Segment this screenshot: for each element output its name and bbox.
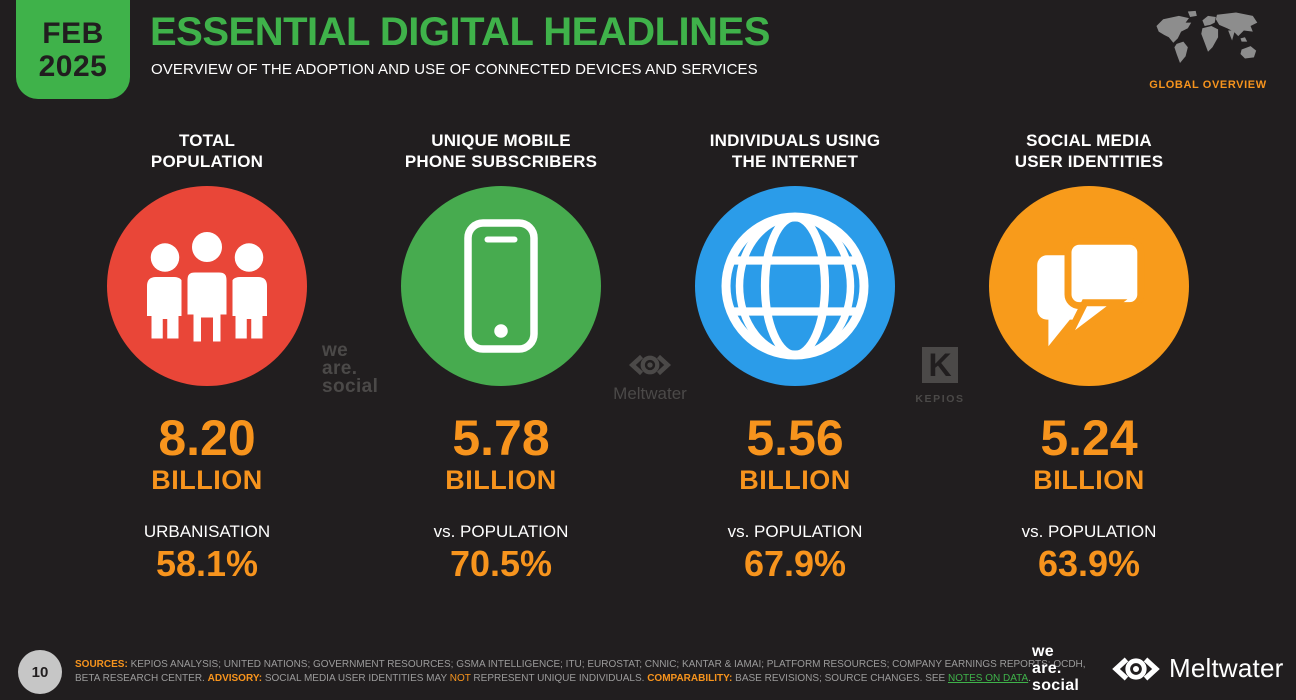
sources-line-2: BETA RESEARCH CENTER. ADVISORY: SOCIAL M… [75,672,1031,684]
metric-mobile-subscribers: UNIQUE MOBILE PHONE SUBSCRIBERS 5.78 BIL… [354,130,648,586]
metric-circle [695,186,895,386]
metric-sub-value: 67.9% [743,543,847,584]
sources-line-1: SOURCES: KEPIOS ANALYSIS; UNITED NATIONS… [75,659,1086,670]
kepios-watermark-label: KEPIOS [915,393,965,405]
sources-note: SOURCES: KEPIOS ANALYSIS; UNITED NATIONS… [75,658,1086,685]
metric-sub-label: vs. POPULATION [727,522,863,541]
mobile-phone-icon [464,219,538,353]
date-year: 2025 [38,49,108,83]
metric-circle [401,186,601,386]
metric-sub-label: vs. POPULATION [433,522,569,541]
globe-icon [721,212,869,360]
region-label: GLOBAL OVERVIEW [1149,79,1267,91]
metric-value: 8.20 [158,410,256,466]
metric-internet-users: INDIVIDUALS USING THE INTERNET 5.56 BILL… [648,130,942,586]
metric-unit: BILLION [739,465,851,495]
not-emphasis: NOT [449,672,471,684]
we-are-social-watermark: we are. social [322,340,379,397]
meltwater-logo-icon [628,354,672,376]
we-are-social-logo: we are. social [1032,643,1080,694]
metric-label: TOTAL POPULATION [150,131,264,171]
date-month: FEB [42,16,104,50]
metric-unit: BILLION [445,465,557,495]
metric-sub-value: 70.5% [449,543,553,584]
metric-label: UNIQUE MOBILE PHONE SUBSCRIBERS [404,131,598,171]
metric-value: 5.56 [746,410,844,466]
metric-total-population: TOTAL POPULATION 8.20 BILLION URBANISATI… [60,130,354,586]
page-number-badge: 10 [18,650,62,694]
metric-unit: BILLION [1033,465,1145,495]
metric-circle [989,186,1189,386]
comparability-label: COMPARABILITY: [647,672,733,684]
metric-value: 5.78 [452,410,550,466]
meltwater-logo-icon [1112,657,1160,680]
metric-label: SOCIAL MEDIA USER IDENTITIES [1014,131,1164,171]
page-number: 10 [31,663,49,681]
kepios-logo-icon: K [922,347,958,383]
metric-sub-label: vs. POPULATION [1021,522,1157,541]
meltwater-watermark-label: Meltwater [613,384,687,403]
sources-label: SOURCES: [75,659,128,670]
metric-circle [107,186,307,386]
meltwater-logo: Meltwater [1110,653,1284,684]
kepios-watermark: K KEPIOS [904,347,976,405]
advisory-label: ADVISORY: [207,672,263,684]
metric-social-media-users: SOCIAL MEDIA USER IDENTITIES 5.24 BILLIO… [942,130,1236,586]
chat-bubbles-icon [1037,237,1145,347]
metric-sub-value: 63.9% [1037,543,1141,584]
page-title: ESSENTIAL DIGITAL HEADLINES [150,10,770,54]
metric-label: INDIVIDUALS USING THE INTERNET [709,131,881,171]
date-badge: FEB 2025 [16,0,130,99]
metric-value: 5.24 [1040,410,1138,466]
meltwater-logo-label: Meltwater [1169,653,1284,683]
metrics-row: TOTAL POPULATION 8.20 BILLION URBANISATI… [60,130,1236,586]
people-icon [147,226,267,348]
metric-sub-label: URBANISATION [143,522,271,541]
metric-unit: BILLION [151,465,263,495]
meltwater-watermark: Meltwater [598,352,702,403]
metric-sub-value: 58.1% [155,543,259,584]
page-subtitle: OVERVIEW OF THE ADOPTION AND USE OF CONN… [151,61,758,78]
svg-text:K: K [928,347,951,383]
world-map-icon [1156,10,1258,63]
notes-on-data-link[interactable]: NOTES ON DATA [948,672,1029,684]
